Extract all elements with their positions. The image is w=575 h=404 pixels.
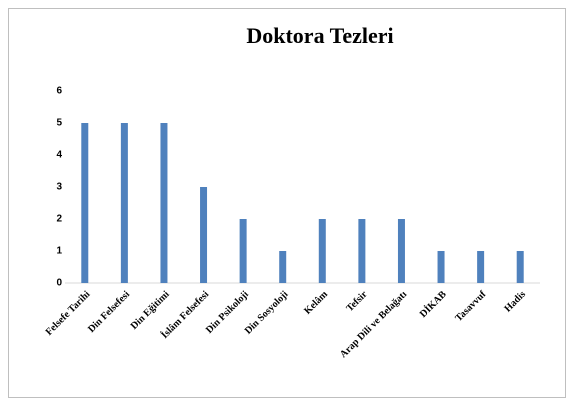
y-tick-label: 3 (56, 182, 62, 193)
y-tick-label: 6 (56, 86, 62, 97)
bar (358, 219, 366, 283)
bar (160, 123, 168, 283)
y-tick-label: 2 (56, 214, 62, 225)
bar (318, 219, 326, 283)
bar (516, 251, 524, 283)
y-tick-label: 1 (56, 246, 62, 257)
bar (200, 187, 208, 283)
bar (477, 251, 485, 283)
bar (279, 251, 287, 283)
chart-title: Doktora Tezleri (246, 23, 393, 48)
bar (397, 219, 405, 283)
bar (239, 219, 247, 283)
y-tick-label: 4 (56, 150, 62, 161)
y-tick-label: 0 (56, 278, 62, 289)
y-tick-label: 5 (56, 118, 62, 129)
bar (437, 251, 445, 283)
chart-border (8, 8, 566, 398)
bar (81, 123, 89, 283)
bar (120, 123, 128, 283)
